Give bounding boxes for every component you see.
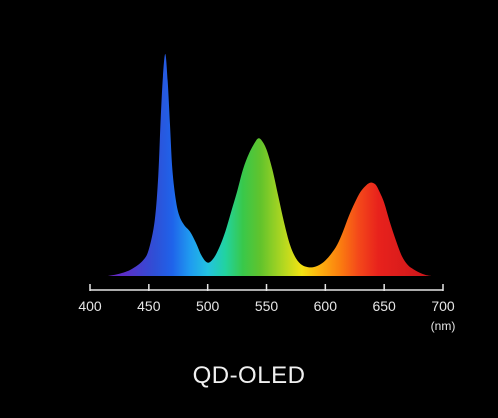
spectrum-area [107,53,432,276]
peak-blue [163,53,165,55]
x-tick-label: 650 [372,298,396,314]
x-axis-unit: (nm) [431,319,456,333]
chart-caption: QD-OLED [192,362,306,389]
x-tick-label: 400 [78,298,102,314]
x-tick-label: 700 [431,298,455,314]
x-tick-label: 450 [137,298,161,314]
x-tick-label: 550 [255,298,279,314]
x-tick-label: 500 [196,298,220,314]
x-tick-label: 600 [314,298,338,314]
